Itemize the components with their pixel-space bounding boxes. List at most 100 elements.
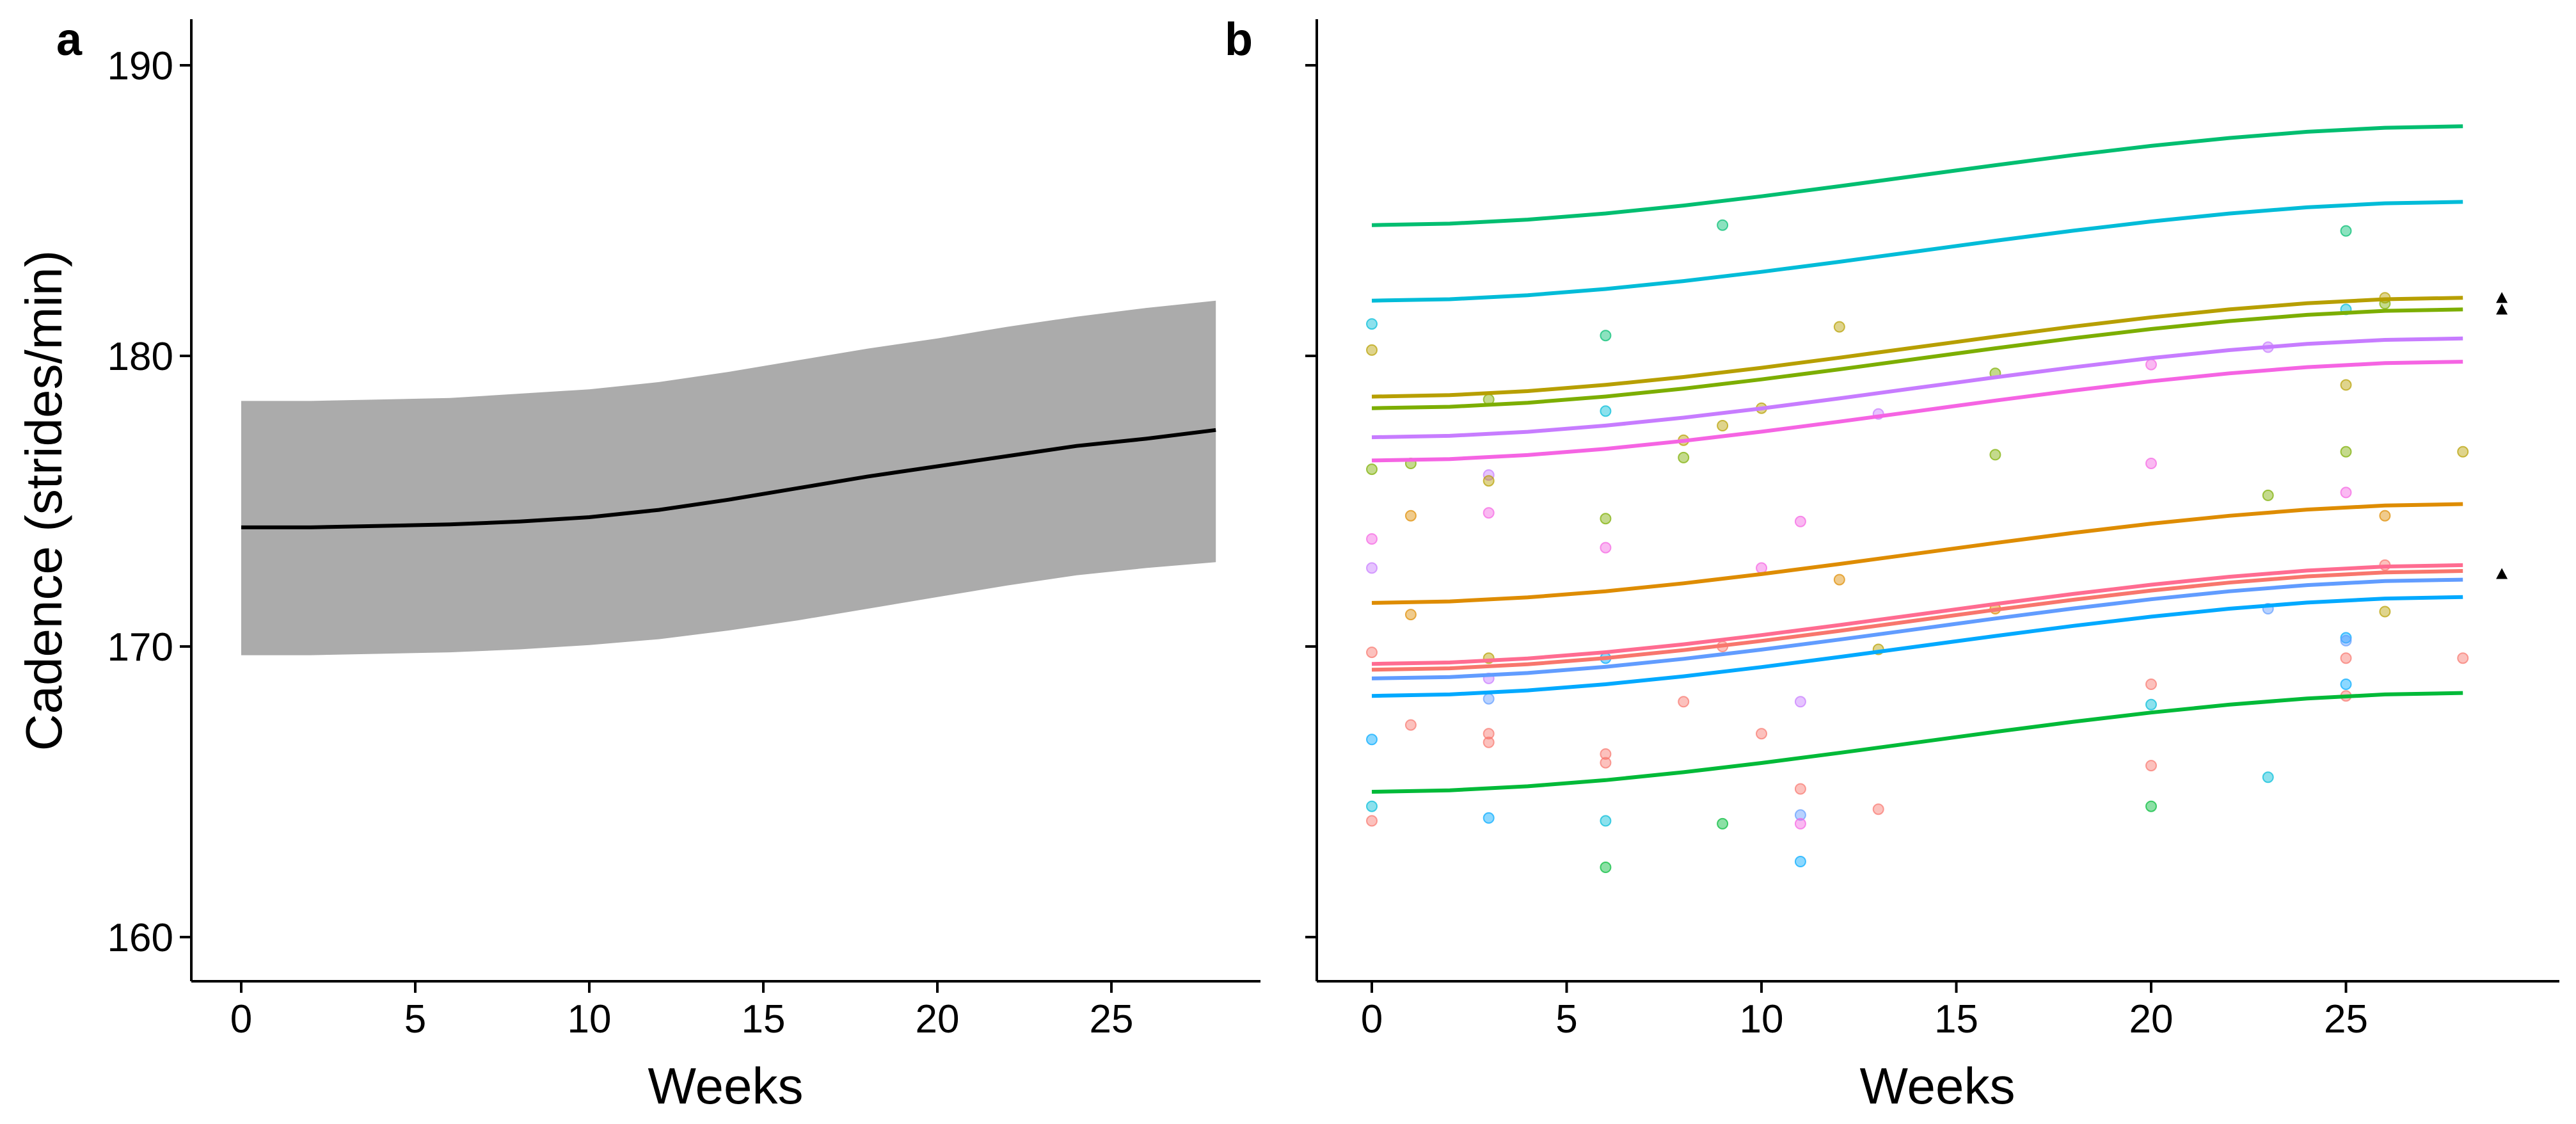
observation-point [1717, 420, 1729, 431]
observation-point [1872, 803, 1884, 815]
observation-point [1483, 507, 1495, 519]
observation-point [1483, 736, 1495, 748]
observation-point [2340, 652, 2352, 664]
panel-b-x-tick-label: 0 [1361, 997, 1383, 1041]
observation-point [1366, 463, 1378, 476]
observation-point [2145, 760, 2157, 772]
panel-b-x-tick-label: 5 [1555, 997, 1577, 1041]
fitted-line-runner-9 [1371, 569, 2463, 672]
observation-point [1600, 405, 1612, 417]
observation-point [2262, 489, 2274, 501]
observation-point [1678, 696, 1690, 708]
observation-point [1366, 562, 1378, 574]
panel-a-y-tick-label: 180 [107, 335, 173, 379]
observation-point [1404, 719, 1417, 731]
observation-point [2379, 606, 2391, 618]
observation-point [1366, 533, 1378, 545]
fitted-line-runner-7 [1371, 502, 2463, 605]
observation-point [1794, 515, 1806, 527]
fitted-line-runner-4 [1371, 307, 2463, 410]
observation-point [1600, 748, 1612, 760]
observation-point [2340, 225, 2352, 237]
triangle-marker [2496, 292, 2508, 303]
observation-point [1600, 815, 1612, 827]
observation-point [2340, 379, 2352, 391]
panel-a-x-tick-label: 20 [916, 997, 960, 1041]
observation-point [1989, 449, 2001, 461]
panel-b: 0 5 10 15 20 25 b Weeks [1225, 14, 2559, 1114]
observation-point [1404, 510, 1417, 522]
panel-b-x-tick-label: 20 [2129, 997, 2174, 1041]
observation-point [1483, 475, 1495, 487]
observation-point [1756, 728, 1767, 740]
observation-point [1756, 562, 1767, 574]
observation-point [1483, 693, 1495, 705]
panel-b-x-tick-label: 25 [2324, 997, 2368, 1041]
panel-b-letter: b [1225, 14, 1253, 65]
panel-b-ticks: 0 5 10 15 20 25 [1305, 64, 2368, 1041]
panel-a-x-tick-label: 25 [1090, 997, 1134, 1041]
panel-b-x-axis-title: Weeks [1859, 1057, 2015, 1114]
panel-a-y-axis-title: Cadence (strides/min) [15, 250, 72, 751]
observation-point [1833, 574, 1845, 586]
panel-b-x-tick-label: 15 [1934, 997, 1978, 1041]
fitted-line-runner-11 [1371, 595, 2463, 698]
observation-point [2262, 771, 2274, 783]
panel-a-x-tick-label: 0 [230, 997, 252, 1041]
observation-point [1794, 817, 1806, 830]
panel-a-y-tick-label: 160 [107, 916, 173, 960]
panel-b-plot-area [1366, 124, 2508, 873]
observation-point [1794, 856, 1806, 867]
observation-point [2145, 698, 2157, 711]
observation-point [2379, 510, 2391, 522]
observation-point [1600, 542, 1612, 554]
observation-point [1794, 809, 1806, 821]
observation-point [1794, 696, 1806, 708]
panel-a: 0 5 10 15 20 25 160 170 180 190 a Weeks Cadence (… [15, 14, 1260, 1114]
observation-point [1600, 862, 1612, 873]
observation-point [2145, 678, 2157, 690]
observation-point [2145, 458, 2157, 469]
panel-a-x-axis-title: Weeks [648, 1057, 803, 1114]
observation-point [2340, 486, 2352, 499]
panel-a-x-tick-label: 5 [404, 997, 426, 1041]
triangle-marker [2496, 568, 2508, 579]
observation-point [1366, 815, 1378, 827]
observation-point [2145, 800, 2157, 812]
observation-point [1833, 321, 1845, 333]
observation-point [2340, 632, 2352, 644]
observation-point [1366, 344, 1378, 356]
panel-a-y-tick-label: 170 [107, 625, 173, 670]
observation-point [2340, 446, 2352, 458]
fitted-line-runner-6 [1371, 360, 2463, 463]
observation-point [1404, 609, 1417, 621]
observation-point [2145, 358, 2157, 371]
fitted-line-runner-10 [1371, 577, 2463, 680]
observation-point [1678, 451, 1690, 463]
observation-point [2457, 652, 2469, 664]
fitted-line-runner-12 [1371, 691, 2463, 794]
fitted-line-runner-8 [1371, 563, 2463, 666]
observation-point [1717, 817, 1729, 830]
observation-point [1483, 469, 1495, 481]
observation-point [2340, 634, 2352, 646]
observation-point [1483, 812, 1495, 824]
panel-a-ticks: 0 5 10 15 20 25 160 170 180 190 [107, 44, 1134, 1041]
observation-point [1366, 318, 1378, 330]
observation-point [1366, 646, 1378, 659]
observation-point [1717, 219, 1729, 231]
observation-point [1366, 734, 1378, 746]
panel-b-x-tick-label: 10 [1740, 997, 1784, 1041]
observation-point [1600, 330, 1612, 342]
confidence-ribbon [241, 300, 1216, 655]
fitted-line-runner-3 [1371, 296, 2463, 399]
fitted-line-runner-2 [1371, 200, 2463, 303]
observation-point [2340, 678, 2352, 690]
observation-point [1366, 800, 1378, 812]
panel-a-plot-area [241, 300, 1216, 655]
fitted-line-runner-1 [1371, 124, 2463, 227]
panel-a-y-tick-label: 190 [107, 44, 173, 88]
observation-point [1600, 513, 1612, 525]
observation-point [1794, 783, 1806, 795]
